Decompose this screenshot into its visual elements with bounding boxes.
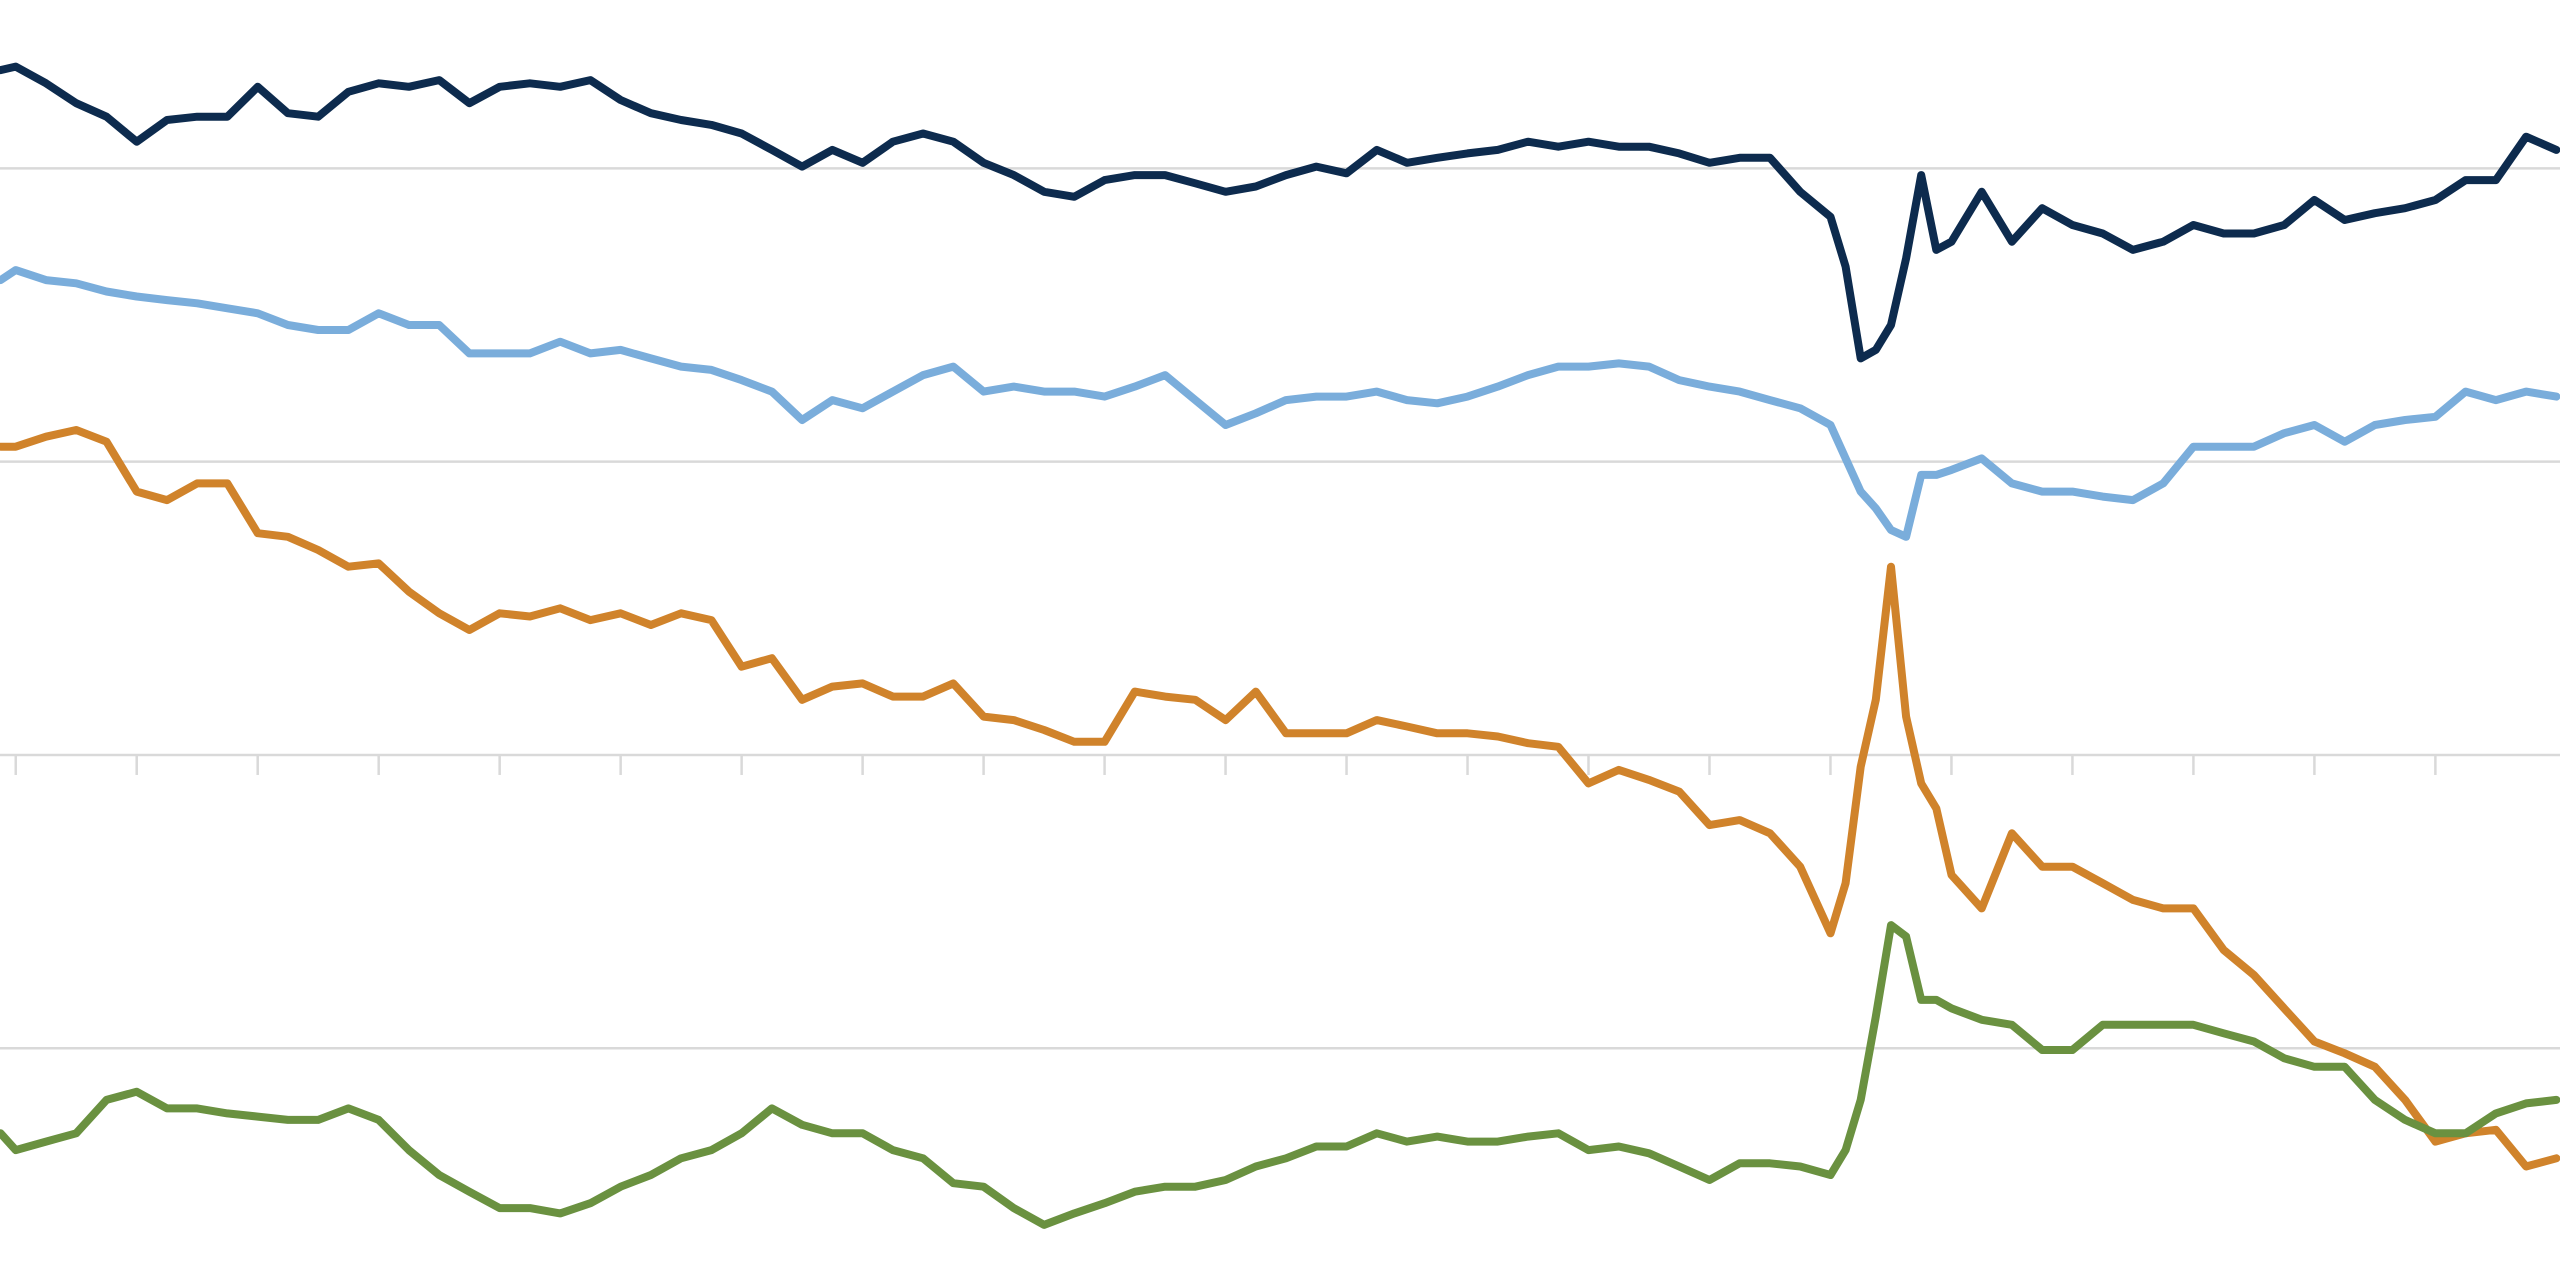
series-line — [0, 426, 2560, 1171]
series-line — [0, 266, 2560, 541]
series-line — [0, 62, 2560, 363]
series-line — [0, 921, 2560, 1229]
